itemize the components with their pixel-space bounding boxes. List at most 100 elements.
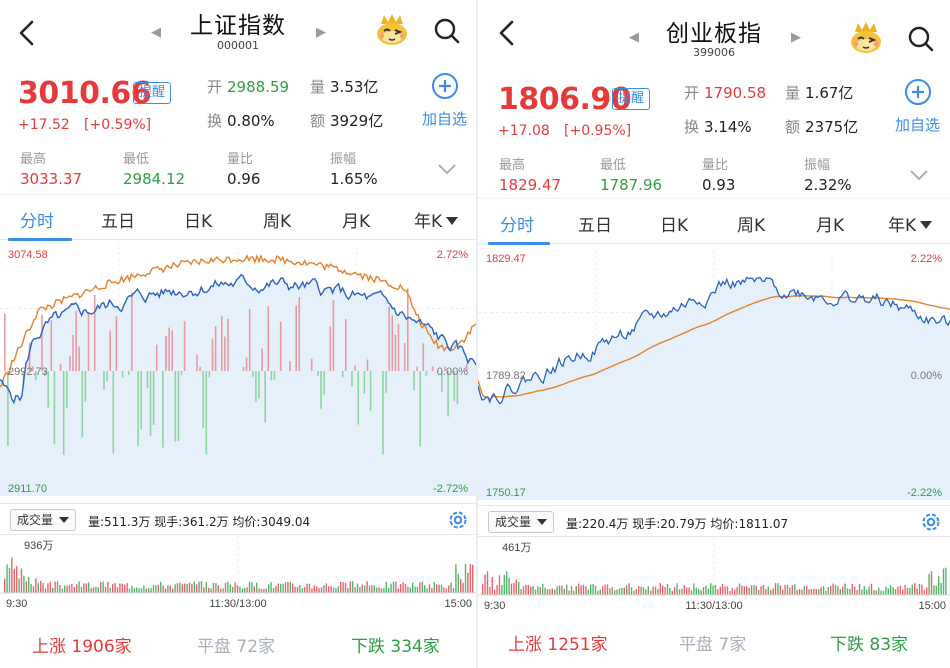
- prev-arrow-icon[interactable]: ◀: [151, 25, 161, 40]
- next-arrow-icon[interactable]: ▶: [791, 30, 801, 45]
- add-watchlist-button[interactable]: 加自选: [422, 110, 468, 128]
- active-tab-indicator: [488, 242, 550, 245]
- tab-monthly-k[interactable]: 月K: [816, 216, 845, 236]
- chevron-down-icon[interactable]: [908, 168, 930, 182]
- volume-bar: [268, 584, 270, 593]
- volume-bar: [464, 563, 467, 593]
- tab-weekly-k[interactable]: 周K: [263, 212, 292, 232]
- volume-bar: [421, 581, 423, 593]
- tab-daily-k[interactable]: 日K: [660, 216, 689, 236]
- back-arrow-icon[interactable]: [14, 18, 40, 48]
- volume-bar: [56, 581, 59, 593]
- breadth-bar: [441, 371, 443, 392]
- breadth-bar: [413, 371, 415, 391]
- search-icon[interactable]: [432, 16, 462, 46]
- volume-bar: [585, 586, 587, 595]
- volume-bar: [85, 583, 87, 593]
- volume-bar: [522, 586, 525, 595]
- volume-bar: [114, 583, 116, 593]
- volume-bar: [390, 583, 392, 593]
- stat-label: 振幅: [330, 152, 357, 167]
- volume-bar: [164, 588, 167, 593]
- y-axis-top-label: 3074.58: [8, 249, 48, 261]
- breadth-bar: [87, 312, 90, 371]
- tab-five-day[interactable]: 五日: [101, 212, 135, 232]
- volume-bar: [928, 573, 930, 595]
- volume-bar: [494, 589, 496, 595]
- tab-intraday[interactable]: 分时: [20, 212, 54, 232]
- volume-bar: [436, 584, 438, 593]
- volume-bar: [726, 586, 729, 595]
- volume-bar: [861, 589, 863, 595]
- mascot-icon[interactable]: [848, 20, 884, 56]
- tab-daily-k[interactable]: 日K: [184, 212, 213, 232]
- stat-value: 2.32%: [804, 176, 852, 194]
- volume-bar: [11, 557, 13, 593]
- tab-intraday[interactable]: 分时: [500, 216, 534, 236]
- volume-bar: [32, 586, 35, 593]
- volume-bar: [299, 585, 301, 593]
- volume-bar: [822, 586, 825, 595]
- settings-gear-icon[interactable]: [919, 510, 943, 534]
- tab-five-day[interactable]: 五日: [578, 216, 612, 236]
- volume-field: 量 1.67亿: [785, 84, 854, 102]
- back-arrow-icon[interactable]: [494, 18, 520, 48]
- mascot-icon[interactable]: [374, 12, 410, 48]
- tab-yearly-k[interactable]: 年K: [414, 207, 459, 232]
- volume-bar: [880, 590, 882, 595]
- volume-bar: [714, 585, 717, 595]
- volume-bar: [116, 587, 119, 593]
- search-icon[interactable]: [906, 24, 936, 54]
- volume-bar: [23, 575, 25, 593]
- volume-bar: [215, 583, 217, 593]
- indicator-select[interactable]: 成交量: [10, 509, 77, 531]
- breadth-bar: [165, 335, 167, 371]
- volume-bar: [647, 586, 649, 595]
- volume-bar: [676, 583, 678, 595]
- volume-bar: [318, 588, 320, 593]
- indicator-select[interactable]: 成交量: [488, 511, 555, 533]
- breadth-bar: [403, 343, 406, 371]
- volume-chart[interactable]: 461万 9:30 11:30/13:00 15:00: [478, 537, 950, 617]
- breadth-bar: [205, 371, 208, 455]
- volume-bar: [330, 586, 332, 593]
- add-watchlist-button[interactable]: 加自选: [895, 116, 941, 134]
- volume-chart[interactable]: 936万 9:30 11:30/13:00 15:00: [0, 535, 476, 615]
- tab-monthly-k[interactable]: 月K: [342, 212, 371, 232]
- volume-bar: [172, 588, 174, 593]
- volume-bar: [842, 586, 844, 595]
- volume-bar: [359, 587, 361, 593]
- volume-bar: [736, 587, 738, 595]
- volume-bar: [652, 586, 654, 595]
- prev-arrow-icon[interactable]: ◀: [629, 30, 639, 45]
- breadth-bar: [199, 366, 201, 371]
- breadth-flat: 平盘 7家: [679, 635, 747, 655]
- volume-bar: [501, 585, 503, 595]
- volume-bar: [59, 585, 61, 593]
- volume-bar: [527, 584, 529, 595]
- intraday-chart[interactable]: 3074.58 2992.73 2911.70 2.72% 0.00% -2.72%: [0, 240, 476, 502]
- breadth-down: 下跌 83家: [830, 635, 909, 655]
- add-circle-icon[interactable]: [904, 78, 932, 106]
- volume-bar: [200, 581, 203, 593]
- volume-bar: [150, 588, 152, 593]
- settings-gear-icon[interactable]: [446, 508, 470, 532]
- stat-label: 最低: [600, 158, 627, 173]
- price-line: [478, 276, 950, 405]
- add-circle-icon[interactable]: [431, 72, 459, 100]
- volume-bar: [140, 588, 143, 593]
- volume-bar: [287, 581, 289, 593]
- volume-bar: [690, 590, 693, 595]
- chevron-down-icon[interactable]: [436, 162, 458, 176]
- next-arrow-icon[interactable]: ▶: [316, 25, 326, 40]
- remind-button[interactable]: 提醒: [133, 82, 172, 104]
- volume-bar: [119, 583, 121, 593]
- stat-label: 最高: [20, 152, 47, 167]
- tab-weekly-k[interactable]: 周K: [737, 216, 766, 236]
- volume-bar: [13, 568, 15, 593]
- intraday-chart[interactable]: 1829.47 1789.82 1750.17 2.22% 0.00% -2.22%: [478, 244, 950, 506]
- remind-button[interactable]: 提醒: [612, 88, 651, 110]
- breadth-bar: [146, 371, 149, 389]
- volume-bar: [337, 586, 339, 593]
- tab-yearly-k[interactable]: 年K: [888, 211, 933, 236]
